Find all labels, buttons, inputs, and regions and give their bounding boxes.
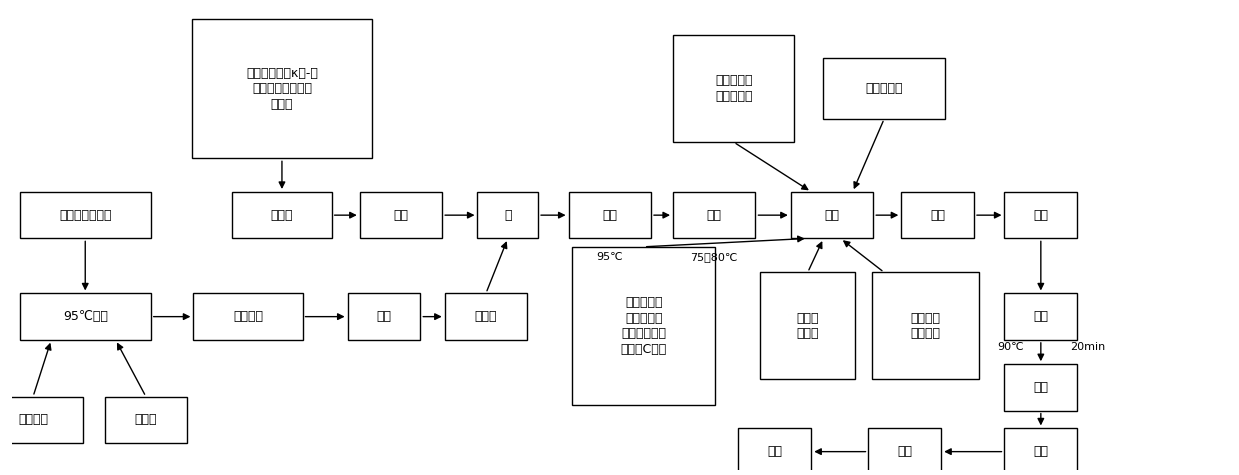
Text: 灌装: 灌装: [1033, 209, 1048, 222]
Text: 杀菌: 杀菌: [1033, 310, 1048, 323]
FancyBboxPatch shape: [104, 397, 187, 443]
FancyBboxPatch shape: [872, 272, 979, 380]
FancyBboxPatch shape: [20, 192, 151, 238]
FancyBboxPatch shape: [477, 192, 538, 238]
Text: 乳酸菌
发酵液: 乳酸菌 发酵液: [797, 312, 819, 340]
Text: 95℃热水: 95℃热水: [63, 310, 108, 323]
FancyBboxPatch shape: [761, 272, 855, 380]
Text: 单甘酯、蔗糖酯: 单甘酯、蔗糖酯: [59, 209, 112, 222]
Text: 水: 水: [504, 209, 512, 222]
FancyBboxPatch shape: [1005, 428, 1077, 475]
FancyBboxPatch shape: [359, 192, 442, 238]
Text: 20min: 20min: [1070, 342, 1106, 352]
Text: 入库: 入库: [767, 445, 782, 458]
Text: 熟煮: 熟煮: [602, 209, 617, 222]
FancyBboxPatch shape: [901, 192, 974, 238]
Text: 甜炼乳、香
精、色素、
乙基麦芽酚、
维生素C、水: 甜炼乳、香 精、色素、 乙基麦芽酚、 维生素C、水: [621, 296, 667, 356]
FancyBboxPatch shape: [193, 294, 302, 340]
Text: 95℃: 95℃: [596, 252, 623, 262]
Text: 浓缩苹果汁: 浓缩苹果汁: [866, 82, 903, 95]
Text: 白砂糖: 白砂糖: [270, 209, 294, 222]
FancyBboxPatch shape: [1005, 294, 1077, 340]
FancyBboxPatch shape: [347, 294, 420, 340]
FancyBboxPatch shape: [232, 192, 332, 238]
FancyBboxPatch shape: [673, 192, 756, 238]
Text: 挑拣: 挑拣: [1033, 445, 1048, 458]
Text: 烘干: 烘干: [1033, 381, 1048, 394]
FancyBboxPatch shape: [569, 192, 650, 238]
Text: 乳化液: 乳化液: [475, 310, 497, 323]
Text: 罗非鱼皮
胶原蛋白: 罗非鱼皮 胶原蛋白: [911, 312, 940, 340]
Text: 混匀: 混匀: [394, 209, 409, 222]
FancyBboxPatch shape: [738, 428, 812, 475]
FancyBboxPatch shape: [673, 35, 794, 142]
Text: 75～80℃: 75～80℃: [690, 252, 738, 262]
Text: 柠檬酸、柠
檬酸钠、水: 柠檬酸、柠 檬酸钠、水: [715, 74, 752, 103]
FancyBboxPatch shape: [790, 192, 873, 238]
FancyBboxPatch shape: [1005, 364, 1077, 411]
Text: 包装: 包装: [897, 445, 912, 458]
FancyBboxPatch shape: [869, 428, 942, 475]
FancyBboxPatch shape: [1005, 192, 1077, 238]
FancyBboxPatch shape: [572, 247, 715, 405]
Text: 椰子油: 椰子油: [135, 413, 157, 427]
FancyBboxPatch shape: [0, 397, 83, 443]
Text: 调配: 调配: [824, 209, 840, 222]
Text: 90℃: 90℃: [997, 342, 1023, 352]
Text: 纯化魔芋粉、κ型-卡
拉胶、黄原胶、刺
槐豆胶: 纯化魔芋粉、κ型-卡 拉胶、黄原胶、刺 槐豆胶: [247, 66, 318, 111]
Text: 均质: 均质: [377, 310, 392, 323]
FancyBboxPatch shape: [20, 294, 151, 340]
Text: 均质: 均质: [930, 209, 945, 222]
FancyBboxPatch shape: [824, 58, 945, 119]
FancyBboxPatch shape: [445, 294, 528, 340]
FancyBboxPatch shape: [192, 19, 372, 158]
Text: 降温: 降温: [706, 209, 721, 222]
Text: 全脂奶粉: 全脂奶粉: [19, 413, 48, 427]
Text: 乳化分散: 乳化分散: [233, 310, 263, 323]
